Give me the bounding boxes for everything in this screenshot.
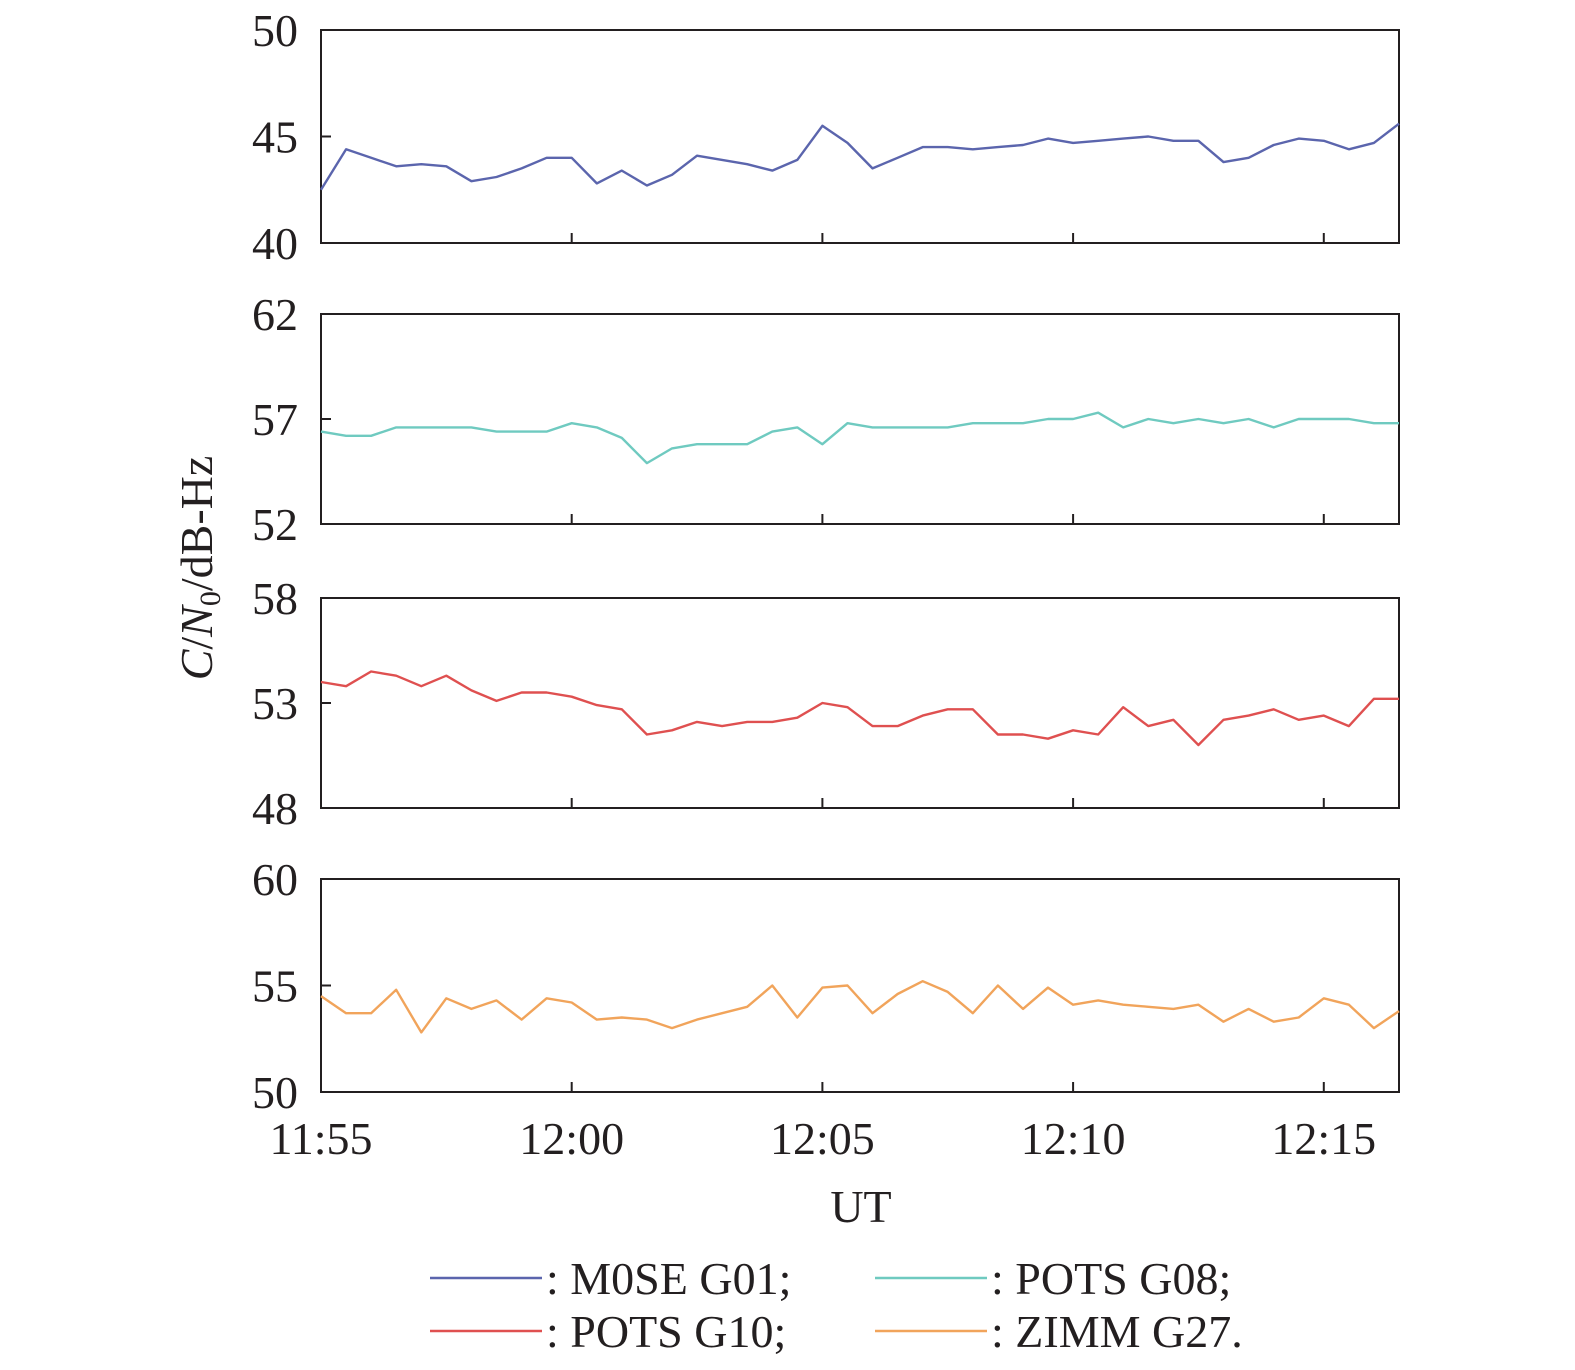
legend-label: : POTS G10;	[546, 1306, 786, 1357]
y-tick-label: 48	[252, 783, 298, 834]
y-tick-label: 40	[252, 218, 298, 269]
plot-frame	[320, 313, 1400, 525]
y-axis-title: C/N0/dB-Hz	[171, 456, 227, 681]
legend-item-4: : ZIMM G27.	[875, 1306, 1243, 1357]
series-line-2	[320, 411, 1399, 465]
legend-label: : M0SE G01;	[546, 1253, 791, 1304]
series-line-3	[320, 670, 1399, 747]
y-tick-label: 45	[252, 112, 298, 163]
y-tick-label: 62	[252, 289, 298, 340]
x-tick-label: 12:15	[1271, 1113, 1376, 1164]
series-line-4	[320, 980, 1400, 1034]
plot-frame	[320, 878, 1400, 1093]
y-tick-label: 58	[252, 573, 298, 624]
x-tick-label: 12:00	[519, 1113, 624, 1164]
y-tick-label: 55	[252, 961, 298, 1012]
x-tick-label: 11:55	[269, 1113, 372, 1164]
chart-panel-4: 60 55 50	[252, 854, 1400, 1118]
legend-item-2: : POTS G08;	[875, 1253, 1231, 1304]
series-line-1	[319, 122, 1400, 191]
legend-label: : ZIMM G27.	[991, 1306, 1243, 1357]
y-tick-label: 50	[252, 1067, 298, 1118]
y-tick-label: 53	[252, 678, 298, 729]
legend-item-1: : M0SE G01;	[430, 1253, 791, 1304]
x-tick-label: 12:05	[770, 1113, 875, 1164]
x-axis-title: UT	[830, 1181, 891, 1232]
x-tick-label: 12:10	[1021, 1113, 1126, 1164]
legend: : M0SE G01; : POTS G08; : POTS G10; : ZIMM …	[430, 1253, 1243, 1357]
y-tick-label: 57	[252, 394, 298, 445]
legend-item-3: : POTS G10;	[430, 1306, 786, 1357]
plot-frame	[320, 29, 1400, 244]
chart-panel-3: 58 53 48	[252, 573, 1400, 834]
legend-label: : POTS G08;	[991, 1253, 1231, 1304]
plot-frame	[320, 597, 1400, 809]
y-tick-label: 60	[252, 854, 298, 905]
chart-panel-2: 62 57 52	[252, 289, 1400, 550]
y-tick-label: 50	[252, 5, 298, 56]
y-tick-label: 52	[252, 499, 298, 550]
chart-panel-1: 50 45 40	[252, 5, 1400, 269]
